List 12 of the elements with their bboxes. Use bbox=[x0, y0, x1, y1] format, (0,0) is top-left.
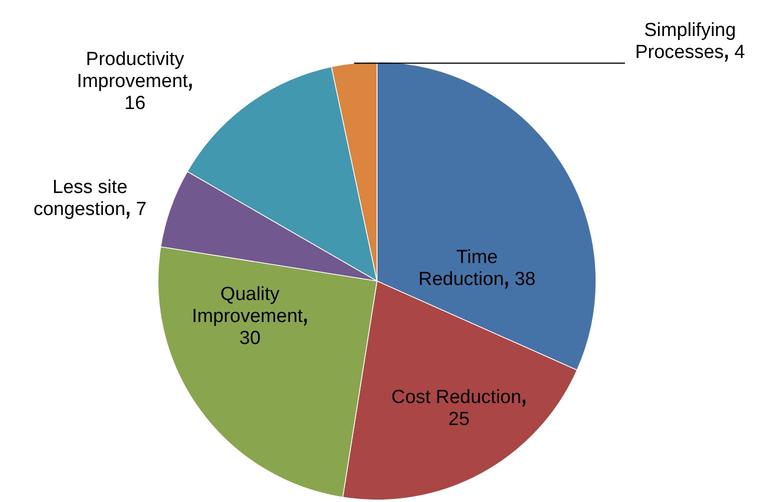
data-label: 4 bbox=[734, 42, 746, 63]
slice-label: Cost Reduction bbox=[391, 387, 522, 408]
slice-label: Simplifying Processes bbox=[635, 20, 736, 63]
slice-label: Quality Improvement bbox=[192, 284, 304, 327]
slice-label: Productivity Improvement bbox=[76, 49, 189, 92]
data-label: 7 bbox=[136, 199, 147, 220]
data-label: 38 bbox=[514, 269, 536, 290]
slice-label: Time Reduction bbox=[418, 247, 504, 290]
data-label: 16 bbox=[124, 93, 146, 114]
data-label: 25 bbox=[448, 409, 470, 430]
slice-label: Less site congestion bbox=[33, 177, 128, 220]
data-label: 30 bbox=[239, 328, 261, 349]
